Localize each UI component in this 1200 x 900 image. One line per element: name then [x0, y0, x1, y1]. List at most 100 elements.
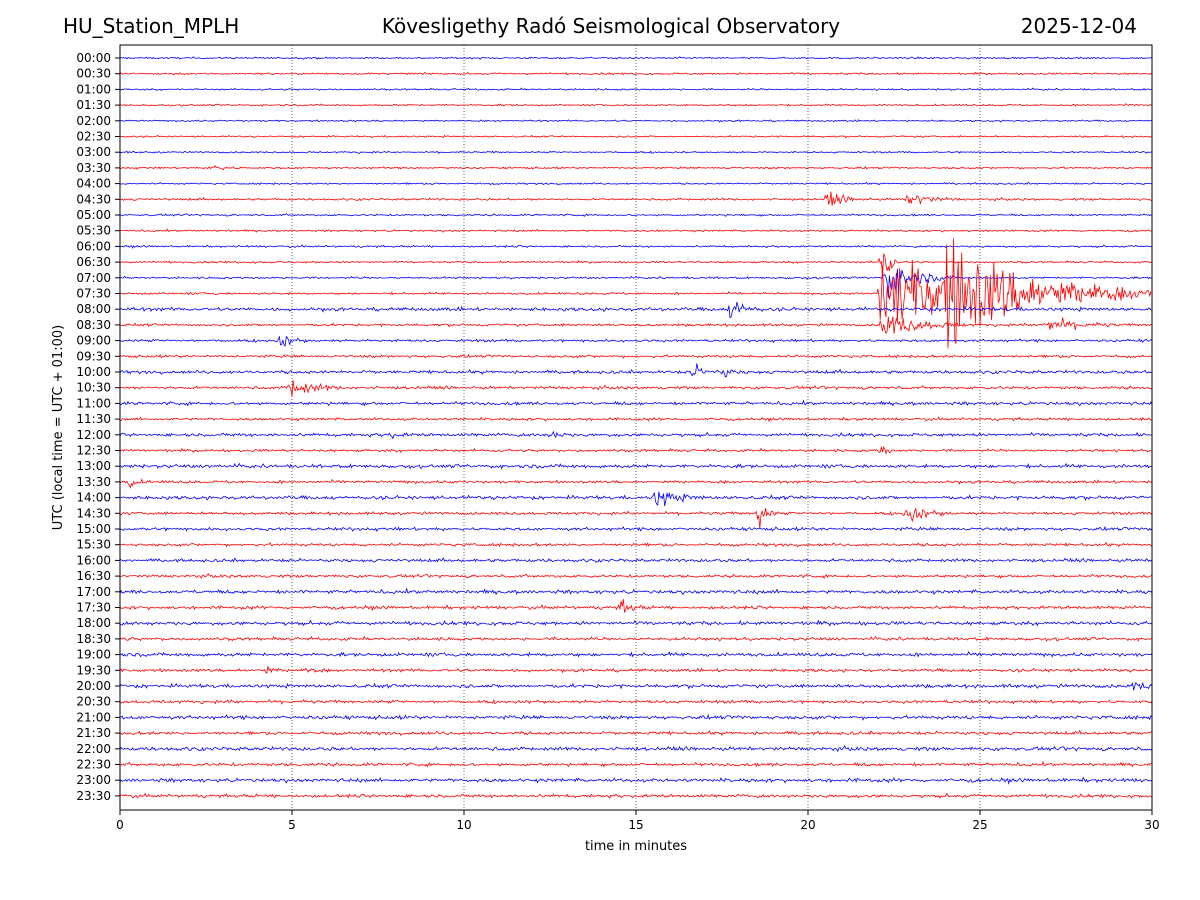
- x-axis-label: time in minutes: [585, 839, 687, 854]
- trace-row-1730: [120, 599, 1152, 613]
- trace-row-2100: [120, 713, 1152, 721]
- row-label: 22:00: [76, 742, 111, 756]
- trace-row-2300: [120, 776, 1152, 785]
- observatory-title: Kövesligethy Radó Seismological Observat…: [381, 14, 841, 38]
- trace-row-0100: [120, 87, 1152, 92]
- trace-row-0900: [120, 335, 1152, 347]
- row-label: 05:00: [76, 208, 111, 222]
- row-label: 11:30: [76, 412, 111, 426]
- trace-row-1930: [120, 666, 1152, 674]
- trace-row-1900: [120, 650, 1152, 658]
- row-label: 14:30: [76, 506, 111, 520]
- row-label: 15:00: [76, 522, 111, 536]
- row-label: 16:30: [76, 569, 111, 583]
- x-ticks: 0 5 10 15 20 25 30: [116, 810, 1160, 832]
- row-label: 00:30: [76, 67, 111, 81]
- trace-row-0200: [120, 119, 1152, 123]
- row-label: 02:30: [76, 130, 111, 144]
- x-tick-label: 0: [116, 818, 124, 832]
- trace-row-1230: [120, 446, 1152, 455]
- trace-row-2330: [120, 792, 1152, 799]
- trace-row-2030: [120, 698, 1152, 705]
- row-label: 07:30: [76, 287, 111, 301]
- row-label: 23:30: [76, 789, 111, 803]
- row-label: 17:30: [76, 601, 111, 615]
- trace-row-1400: [120, 491, 1152, 507]
- x-tick-label: 20: [800, 818, 815, 832]
- x-tick-label: 5: [288, 818, 296, 832]
- row-label: 11:00: [76, 396, 111, 410]
- row-label: 12:30: [76, 444, 111, 458]
- grid: [291, 45, 981, 810]
- row-label: 06:00: [76, 239, 111, 253]
- trace-row-2200: [120, 744, 1152, 753]
- row-label: 02:00: [76, 114, 111, 128]
- trace-row-0830: [120, 316, 1152, 335]
- row-label: 16:00: [76, 553, 111, 567]
- trace-row-1430: [120, 508, 1152, 529]
- trace-row-0600: [120, 244, 1152, 249]
- trace-row-0300: [120, 150, 1152, 155]
- trace-row-2000: [120, 681, 1152, 691]
- trace-row-0500: [120, 213, 1152, 217]
- trace-row-1830: [120, 635, 1152, 642]
- trace-row-1700: [120, 587, 1152, 596]
- trace-row-0530: [120, 228, 1152, 233]
- trace-row-1130: [120, 416, 1152, 423]
- trace-row-0330: [120, 165, 1152, 171]
- row-label: 09:30: [76, 349, 111, 363]
- trace-row-1030: [120, 380, 1152, 397]
- x-tick-label: 30: [1144, 818, 1159, 832]
- trace-row-0000: [120, 56, 1152, 60]
- trace-row-1800: [120, 619, 1152, 627]
- row-label: 10:30: [76, 381, 111, 395]
- trace-row-1100: [120, 399, 1152, 407]
- row-label: 21:30: [76, 726, 111, 740]
- row-label: 09:00: [76, 334, 111, 348]
- row-label: 12:00: [76, 428, 111, 442]
- row-label: 08:30: [76, 318, 111, 332]
- row-label: 05:30: [76, 224, 111, 238]
- trace-row-1330: [120, 478, 1152, 489]
- row-label: 04:30: [76, 192, 111, 206]
- row-label: 10:00: [76, 365, 111, 379]
- row-label: 20:00: [76, 679, 111, 693]
- row-label: 15:30: [76, 538, 111, 552]
- trace-row-1600: [120, 557, 1152, 564]
- trace-row-0400: [120, 181, 1152, 186]
- row-label: 19:00: [76, 648, 111, 662]
- trace-row-0130: [120, 103, 1152, 107]
- row-label: 06:30: [76, 255, 111, 269]
- trace-row-1000: [120, 363, 1152, 378]
- row-label: 23:00: [76, 773, 111, 787]
- trace-row-1200: [120, 430, 1152, 440]
- x-tick-label: 15: [628, 818, 643, 832]
- row-label: 07:00: [76, 271, 111, 285]
- row-label: 03:00: [76, 145, 111, 159]
- trace-row-2230: [120, 760, 1152, 768]
- traces: [120, 56, 1152, 799]
- trace-row-0430: [120, 191, 1152, 206]
- row-label: 17:00: [76, 585, 111, 599]
- row-label: 20:30: [76, 695, 111, 709]
- station-title: HU_Station_MPLH: [63, 14, 240, 38]
- row-label: 03:30: [76, 161, 111, 175]
- trace-row-2130: [120, 729, 1152, 737]
- date-title: 2025-12-04: [1020, 14, 1137, 38]
- x-tick-label: 10: [456, 818, 471, 832]
- row-label: 18:00: [76, 616, 111, 630]
- trace-row-1300: [120, 462, 1152, 470]
- row-label: 08:00: [76, 302, 111, 316]
- trace-row-0700: [120, 268, 1152, 298]
- row-label: 00:00: [76, 51, 111, 65]
- trace-row-0800: [120, 301, 1152, 319]
- row-label: 18:30: [76, 632, 111, 646]
- row-label: 01:30: [76, 98, 111, 112]
- trace-row-0230: [120, 134, 1152, 139]
- trace-row-0930: [120, 353, 1152, 359]
- row-label: 01:00: [76, 82, 111, 96]
- x-tick-label: 25: [972, 818, 987, 832]
- row-label: 21:00: [76, 710, 111, 724]
- y-axis-label: UTC (local time = UTC + 01:00): [51, 325, 66, 530]
